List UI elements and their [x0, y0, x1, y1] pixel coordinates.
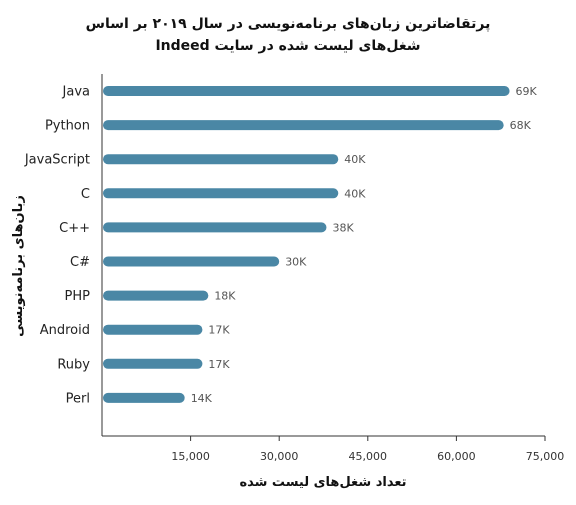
data-labels: 69K 68K 40K 40K 38K 30K 18K 17K 17K 14K — [191, 85, 538, 405]
x-tick-label: 75,000 — [526, 450, 565, 463]
category-label: C — [81, 187, 90, 202]
chart-title-line-1: پرتقاضاترین زبان‌های برنامه‌نویسی در سال… — [86, 16, 491, 32]
bar-csharp — [103, 256, 280, 267]
bar-c — [103, 188, 339, 199]
data-label: 30K — [285, 256, 307, 269]
x-tick-label: 15,000 — [171, 450, 210, 463]
x-tick-label: 45,000 — [349, 450, 388, 463]
category-label: Python — [45, 119, 90, 134]
bar-ruby — [103, 358, 203, 369]
bar-android — [103, 324, 203, 335]
bar-cpp — [103, 222, 327, 233]
bar-php — [103, 290, 209, 301]
category-labels: Java Python JavaScript C C++ C# PHP Android Ruby… — [24, 85, 90, 407]
category-label: PHP — [65, 289, 91, 304]
bar-javascript — [103, 154, 339, 165]
category-label: C# — [70, 255, 90, 270]
bar-java — [103, 86, 510, 96]
x-tick-label: 30,000 — [260, 450, 299, 463]
chart-title-line-2: شغل‌های لیست شده در سایت Indeed — [155, 38, 420, 54]
data-label: 40K — [344, 153, 366, 166]
data-label: 18K — [214, 290, 236, 303]
category-label: Ruby — [57, 357, 90, 372]
data-label: 17K — [208, 324, 230, 337]
data-label: 17K — [208, 358, 230, 371]
category-label: Java — [62, 85, 90, 100]
y-axis-title: زبان‌های برنامه‌نویسی — [11, 195, 26, 337]
category-label: Android — [40, 323, 90, 338]
data-label: 69K — [516, 85, 538, 98]
bar-python — [103, 120, 504, 131]
bars-group — [103, 86, 510, 403]
x-tick-label: 60,000 — [437, 450, 476, 463]
data-label: 38K — [332, 221, 354, 234]
data-label: 68K — [510, 119, 532, 132]
category-label: Perl — [66, 391, 90, 406]
category-label: C++ — [59, 221, 90, 236]
data-label: 40K — [344, 187, 366, 200]
x-axis-title: تعداد شغل‌های لیست شده — [239, 475, 406, 490]
data-label: 14K — [191, 392, 213, 405]
bar-perl — [103, 392, 185, 403]
category-label: JavaScript — [24, 153, 90, 168]
x-axis-ticks: 15,000 30,000 45,000 60,000 75,000 — [171, 436, 564, 463]
